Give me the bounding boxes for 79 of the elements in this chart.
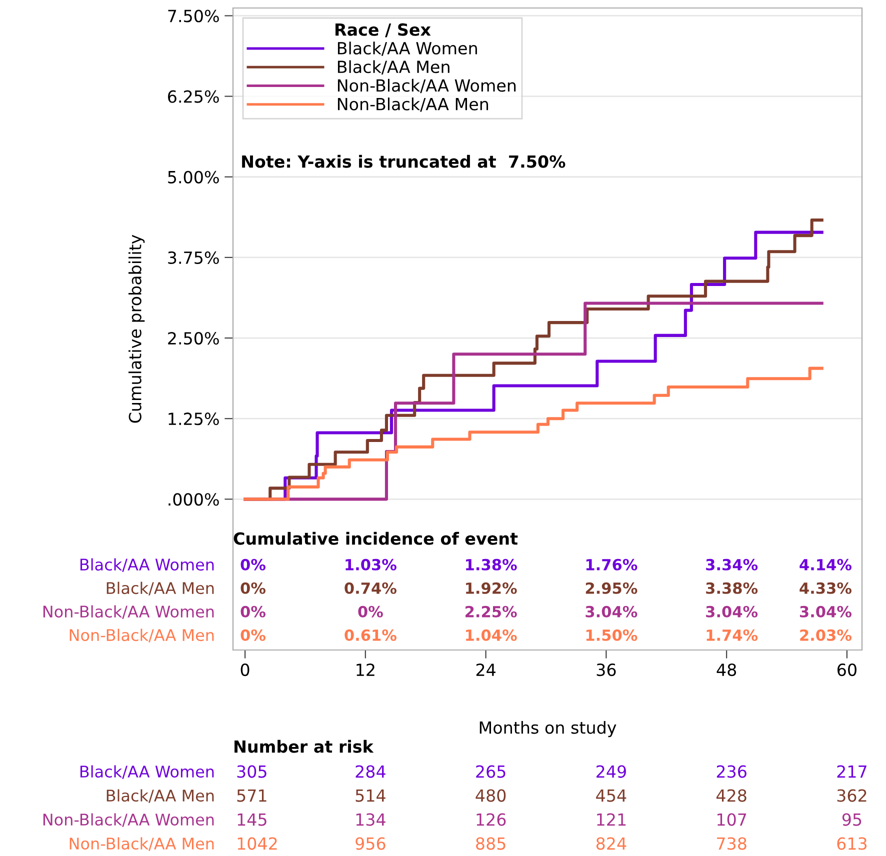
annotation: 0.61% xyxy=(344,629,396,641)
annotation: 1.74% xyxy=(706,629,758,641)
y-tick-label: 1.25% xyxy=(168,412,219,426)
annotation: 2.95% xyxy=(586,582,638,594)
legend-label: Non-Black/AA Men xyxy=(338,98,488,112)
text: Black/AA Women xyxy=(80,765,214,779)
text: 305 xyxy=(237,765,266,778)
annotation: 4.14% xyxy=(800,558,852,570)
annotation: 1.04% xyxy=(466,629,517,641)
text: 134 xyxy=(356,813,386,826)
legend-label: Black/AA Men xyxy=(338,60,450,74)
x-axis-title: Months on study xyxy=(480,720,616,738)
annotation: 0% xyxy=(358,606,383,618)
annotation: 3.04% xyxy=(800,606,852,618)
text: Black/AA Men xyxy=(106,789,214,803)
text: Non-Black/AA Men xyxy=(70,837,214,851)
text: 236 xyxy=(716,765,746,778)
annotation: 0% xyxy=(240,629,266,641)
text: Non-Black/AA Women xyxy=(43,605,214,619)
x-tick-label: 0 xyxy=(240,663,250,676)
legend-label: Non-Black/AA Women xyxy=(338,78,516,94)
text: Non-Black/AA Women xyxy=(43,813,214,827)
x-tick-label: 36 xyxy=(596,663,616,676)
x-tick-label: 60 xyxy=(838,663,856,676)
annotation: Note: Y-axis is truncated at 7.50% xyxy=(242,154,566,168)
annotation: 0% xyxy=(240,582,266,594)
text: 428 xyxy=(716,789,746,802)
text: 1042 xyxy=(238,837,277,850)
text: Non-Black/AA Men xyxy=(70,628,214,642)
annotation: Cumulative incidence of event xyxy=(234,532,518,545)
text: 454 xyxy=(596,789,626,802)
annotation: 2.03% xyxy=(800,629,852,641)
annotation: 3.38% xyxy=(706,582,758,594)
text: Number at risk xyxy=(234,740,374,753)
text: 885 xyxy=(476,837,506,850)
text: 284 xyxy=(356,765,386,778)
annotation: 0% xyxy=(240,558,266,570)
text: 362 xyxy=(837,789,866,802)
text: 121 xyxy=(597,813,626,826)
text: 480 xyxy=(476,789,506,802)
annotation: 3.34% xyxy=(706,558,758,570)
text: 824 xyxy=(596,837,626,850)
text: 217 xyxy=(837,765,866,778)
legend-label: Black/AA Women xyxy=(338,42,477,56)
annotation: 1.92% xyxy=(466,582,517,594)
text: 107 xyxy=(718,813,746,826)
text: 95 xyxy=(842,813,862,826)
text: 738 xyxy=(717,837,746,850)
annotation: 1.50% xyxy=(586,629,638,641)
text: 571 xyxy=(237,789,266,802)
y-tick-label: 7.50% xyxy=(168,10,219,22)
annotation: 1.76% xyxy=(586,558,638,570)
annotation: 1.38% xyxy=(466,558,517,570)
text: 145 xyxy=(238,813,266,826)
annotation: 0% xyxy=(240,606,266,618)
x-tick-label: 12 xyxy=(356,663,374,676)
y-tick-label: 2.50% xyxy=(168,332,219,345)
text: Black/AA Women xyxy=(80,558,214,572)
text: 249 xyxy=(596,765,626,778)
annotation: 2.25% xyxy=(466,606,517,618)
text: 514 xyxy=(356,789,386,802)
y-tick-label: .000% xyxy=(168,493,219,506)
legend-title: Race / Sex xyxy=(336,23,431,38)
y-axis-title: Cumulative probability xyxy=(128,234,145,423)
x-tick-label: 48 xyxy=(716,663,736,676)
annotation: 4.33% xyxy=(800,582,852,594)
annotation: 1.03% xyxy=(346,558,396,570)
y-tick-label: 6.25% xyxy=(168,90,219,103)
text: 126 xyxy=(476,813,506,826)
text: 613 xyxy=(837,837,867,850)
x-tick-label: 24 xyxy=(476,663,496,676)
text: Black/AA Men xyxy=(106,582,214,596)
text: 956 xyxy=(356,837,386,850)
y-tick-label: 3.75% xyxy=(168,251,219,264)
annotation: 3.04% xyxy=(706,606,758,618)
text: 265 xyxy=(476,765,506,778)
y-tick-label: 5.00% xyxy=(168,170,219,184)
annotation: 0.74% xyxy=(344,582,396,594)
annotation: 3.04% xyxy=(586,606,638,618)
